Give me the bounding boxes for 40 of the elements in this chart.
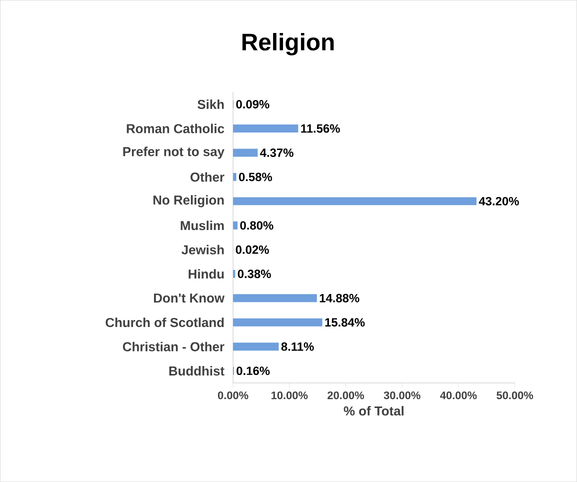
bar xyxy=(233,172,236,181)
bar xyxy=(233,342,279,351)
x-tick-label: 0.00% xyxy=(218,391,248,400)
y-tick-label: Muslim xyxy=(180,220,224,230)
data-label: 0.80% xyxy=(240,221,274,230)
data-label: 43.20% xyxy=(478,196,519,206)
data-label: 8.11% xyxy=(281,342,314,351)
y-tick-label: Other xyxy=(190,172,224,182)
data-label: 0.02% xyxy=(236,245,269,254)
x-tick-label: 10.00% xyxy=(272,391,308,400)
x-tick-label: 40.00% xyxy=(440,391,477,400)
data-label: 15.84% xyxy=(325,318,365,327)
y-tick-label: Hindu xyxy=(188,269,224,279)
data-label: 4.37% xyxy=(260,148,294,157)
bar xyxy=(233,148,258,157)
bar xyxy=(233,197,477,206)
x-tick-label: 30.00% xyxy=(384,391,420,400)
bar xyxy=(233,124,298,132)
x-tick-label: 20.00% xyxy=(328,391,364,400)
y-tick-label: Sikh xyxy=(198,99,224,109)
y-tick-label: Roman Catholic xyxy=(126,124,224,134)
y-tick-label: Jewish xyxy=(182,244,224,254)
data-label: 14.88% xyxy=(320,294,360,302)
data-label: 0.38% xyxy=(238,270,271,278)
x-axis-title: % of Total xyxy=(344,406,404,416)
x-tick-label: 50.00% xyxy=(496,391,534,400)
chart-title: Religion xyxy=(242,32,334,56)
data-label: 11.56% xyxy=(301,124,340,133)
y-tick-label: Christian - Other xyxy=(122,342,224,352)
y-tick-label: No Religion xyxy=(153,195,224,208)
bar xyxy=(233,294,317,302)
data-label: 0.58% xyxy=(238,172,272,182)
y-tick-label: Church of Scotland xyxy=(106,318,224,328)
y-tick-label: Don't Know xyxy=(154,294,225,303)
bar xyxy=(233,318,322,326)
data-label: 0.16% xyxy=(236,366,270,376)
y-tick-label: Buddhist xyxy=(169,366,224,376)
data-label: 0.09% xyxy=(236,100,270,108)
bar xyxy=(233,221,238,230)
y-tick-label: Prefer not to say xyxy=(123,146,224,159)
